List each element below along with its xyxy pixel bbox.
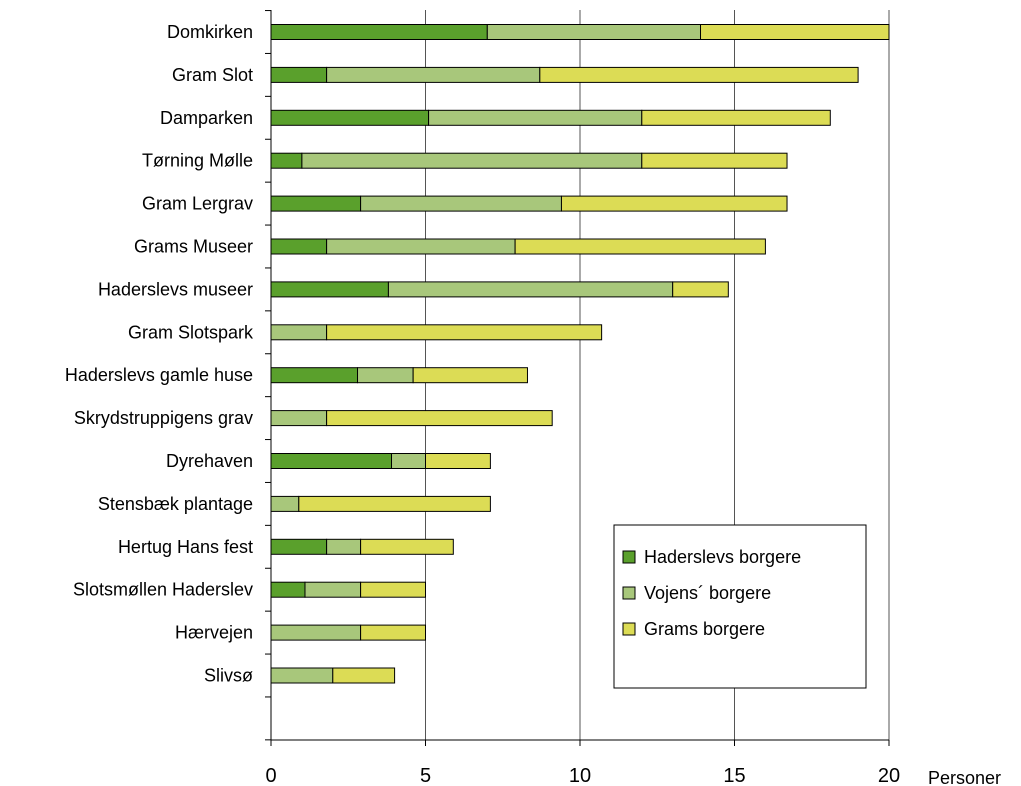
legend-label: Haderslevs borgere [644,547,801,567]
bar-segment [360,624,426,641]
bar-segment [391,453,427,469]
bar-segment [270,324,328,341]
bar-segment [539,66,859,83]
category-label: Tørning Mølle [142,151,253,171]
bar-segment [270,109,430,126]
bar-segment [641,152,788,169]
category-label: Domkirken [167,22,253,42]
legend-label: Vojens´ borgere [644,583,771,603]
category-label: Slotsmøllen Haderslev [73,580,253,600]
x-tick-label: 5 [420,765,431,786]
bar-segment [514,238,766,255]
bar-segment [270,24,488,40]
bar-segment [332,667,396,684]
axes [265,10,890,746]
category-label: Damparken [160,108,253,128]
bar-segment [298,495,491,512]
category-label: Haderslevs museer [98,279,253,299]
bar-segment [270,66,328,83]
bar-segment [270,495,300,512]
category-label: Slivsø [204,666,253,686]
category-label: Gram Lergrav [142,194,253,214]
bar-segment [304,581,362,598]
bar-segment [270,281,389,298]
category-label: Grams Museer [134,237,253,257]
category-label: Gram Slot [172,65,253,85]
bar-segment [270,624,362,641]
bar-segment [387,281,674,298]
bar-segment [270,367,359,384]
bar-segment [326,238,516,255]
category-label: Hærvejen [175,623,253,643]
bar-segment [326,66,541,83]
bar-segment [428,109,643,126]
bar-segment [270,581,306,598]
x-axis-title: Personer [928,768,1001,786]
bar-segment [360,538,454,555]
legend-label: Grams borgere [644,619,765,639]
bar-segment [270,238,328,255]
bar-segment [326,538,362,555]
legend-swatch [622,586,636,600]
bar-segment [270,152,303,169]
bar-segment [270,667,334,684]
bar-segment [412,367,528,384]
category-labels: Domkirken Gram Slot Damparken Tørning Mølle… [65,22,254,686]
bar-segment [486,24,702,40]
bar-segment [357,367,414,384]
bar-segment [270,195,362,212]
category-label: Dyrehaven [166,451,253,471]
tick-labels: 0 5 10 15 20 [265,765,900,786]
bar-segment [301,152,643,169]
x-tick-label: 15 [723,765,745,786]
legend: Haderslevs borgere Vojens´ borgere Grams b… [613,524,867,689]
bar-segment [560,195,788,212]
bar-segment [326,324,603,341]
bar-segment [425,453,491,469]
bar-segment [270,538,328,555]
category-label: Stensbæk plantage [98,494,253,514]
bar-segment [326,410,553,427]
category-label: Gram Slotspark [128,322,254,342]
bar-segment [270,410,328,427]
bar-segment [672,281,729,298]
bars [270,24,890,684]
bar-segment [641,109,831,126]
bar-segment [360,581,426,598]
legend-swatch [622,550,636,564]
bar-segment [700,24,890,40]
category-label: Hertug Hans fest [118,537,253,557]
legend-box [613,524,867,689]
x-tick-label: 0 [265,765,276,786]
x-tick-label: 20 [878,765,900,786]
bar-segment [270,453,393,469]
x-tick-label: 10 [569,765,591,786]
legend-swatch [622,622,636,636]
bar-segment [360,195,562,212]
category-label: Haderslevs gamle huse [65,365,253,385]
category-label: Skrydstruppigens grav [74,408,253,428]
